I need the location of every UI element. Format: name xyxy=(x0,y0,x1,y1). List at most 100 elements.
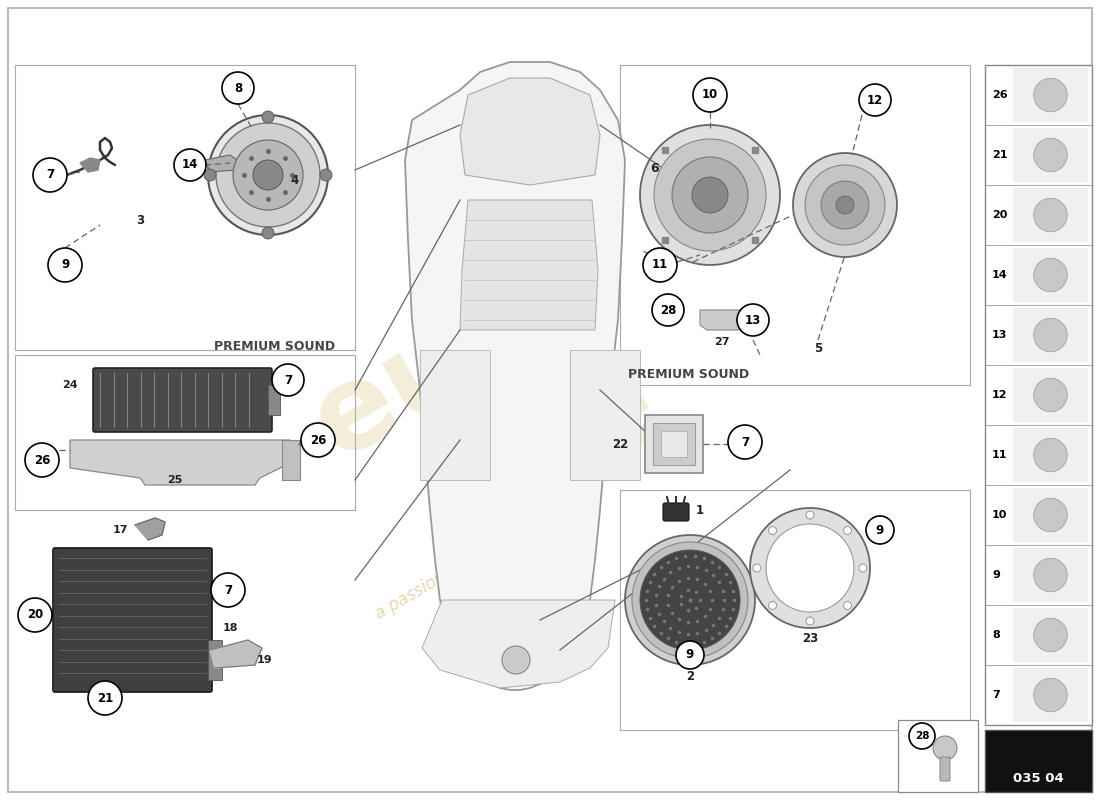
Polygon shape xyxy=(460,200,598,330)
Text: 7: 7 xyxy=(224,583,232,597)
Circle shape xyxy=(866,516,894,544)
Text: 8: 8 xyxy=(234,82,242,94)
FancyBboxPatch shape xyxy=(984,65,1092,725)
Text: 12: 12 xyxy=(867,94,883,106)
FancyBboxPatch shape xyxy=(1013,188,1088,242)
FancyBboxPatch shape xyxy=(940,757,950,781)
Circle shape xyxy=(1034,378,1067,412)
Text: 7: 7 xyxy=(741,435,749,449)
Polygon shape xyxy=(570,350,640,480)
Circle shape xyxy=(632,542,748,658)
FancyBboxPatch shape xyxy=(1013,128,1088,182)
FancyBboxPatch shape xyxy=(1013,308,1088,362)
FancyBboxPatch shape xyxy=(53,548,212,692)
Text: 22: 22 xyxy=(612,438,628,450)
Circle shape xyxy=(1034,198,1067,232)
Text: 4: 4 xyxy=(290,174,299,186)
Text: PREMIUM SOUND: PREMIUM SOUND xyxy=(213,340,336,353)
Text: 17: 17 xyxy=(112,525,128,535)
Circle shape xyxy=(640,550,740,650)
Circle shape xyxy=(262,227,274,239)
Text: 21: 21 xyxy=(992,150,1008,160)
Circle shape xyxy=(174,149,206,181)
FancyBboxPatch shape xyxy=(1013,248,1088,302)
Circle shape xyxy=(262,111,274,123)
Circle shape xyxy=(728,425,762,459)
Text: 10: 10 xyxy=(992,510,1008,520)
Text: 7: 7 xyxy=(992,690,1000,700)
Circle shape xyxy=(859,84,891,116)
Circle shape xyxy=(821,181,869,229)
Polygon shape xyxy=(205,155,240,172)
Text: 035 04: 035 04 xyxy=(1013,772,1064,785)
Circle shape xyxy=(836,196,854,214)
Circle shape xyxy=(48,248,82,282)
Polygon shape xyxy=(135,518,165,540)
Text: 9: 9 xyxy=(992,570,1000,580)
Text: 23: 23 xyxy=(802,631,818,645)
Circle shape xyxy=(1034,438,1067,472)
Circle shape xyxy=(844,526,851,534)
Text: 9: 9 xyxy=(686,649,694,662)
Circle shape xyxy=(737,304,769,336)
FancyBboxPatch shape xyxy=(8,8,1092,792)
Circle shape xyxy=(625,535,755,665)
Text: 9: 9 xyxy=(60,258,69,271)
Circle shape xyxy=(1034,258,1067,292)
Text: 28: 28 xyxy=(915,731,930,741)
Circle shape xyxy=(301,423,336,457)
Circle shape xyxy=(672,157,748,233)
FancyBboxPatch shape xyxy=(94,368,272,432)
Circle shape xyxy=(859,564,867,572)
FancyBboxPatch shape xyxy=(661,431,688,457)
Polygon shape xyxy=(700,310,745,330)
Polygon shape xyxy=(420,350,490,480)
Polygon shape xyxy=(70,440,290,485)
Circle shape xyxy=(1034,558,1067,592)
Circle shape xyxy=(652,294,684,326)
Text: 26: 26 xyxy=(992,90,1008,100)
Text: 21: 21 xyxy=(97,691,113,705)
FancyBboxPatch shape xyxy=(663,503,689,521)
Text: 8: 8 xyxy=(992,630,1000,640)
Polygon shape xyxy=(210,640,262,668)
Text: 3: 3 xyxy=(136,214,144,226)
Circle shape xyxy=(806,617,814,625)
Circle shape xyxy=(33,158,67,192)
FancyBboxPatch shape xyxy=(282,440,300,480)
Circle shape xyxy=(1034,618,1067,652)
Text: 2: 2 xyxy=(686,670,694,682)
Polygon shape xyxy=(80,158,100,172)
Circle shape xyxy=(766,524,854,612)
Text: 14: 14 xyxy=(182,158,198,171)
Circle shape xyxy=(1034,498,1067,532)
Text: PREMIUM SOUND: PREMIUM SOUND xyxy=(628,368,749,381)
Text: 18: 18 xyxy=(222,623,238,633)
FancyBboxPatch shape xyxy=(1013,428,1088,482)
Text: 13: 13 xyxy=(745,314,761,326)
Circle shape xyxy=(1034,78,1067,112)
Text: 10: 10 xyxy=(702,89,718,102)
Text: 27: 27 xyxy=(714,337,729,347)
Circle shape xyxy=(204,169,216,181)
Text: 28: 28 xyxy=(660,303,676,317)
Circle shape xyxy=(272,364,304,396)
Circle shape xyxy=(644,248,676,282)
Text: 20: 20 xyxy=(992,210,1008,220)
Circle shape xyxy=(676,641,704,669)
FancyBboxPatch shape xyxy=(898,720,978,792)
Circle shape xyxy=(909,723,935,749)
Text: 26: 26 xyxy=(310,434,327,446)
Circle shape xyxy=(692,177,728,213)
Text: a passion for parts...since 1985: a passion for parts...since 1985 xyxy=(372,477,607,623)
FancyBboxPatch shape xyxy=(1013,608,1088,662)
Circle shape xyxy=(25,443,59,477)
FancyBboxPatch shape xyxy=(1013,548,1088,602)
FancyBboxPatch shape xyxy=(1013,488,1088,542)
Text: 9: 9 xyxy=(876,523,884,537)
Text: eurot
que: eurot que xyxy=(293,202,728,598)
Text: 1: 1 xyxy=(696,503,704,517)
Circle shape xyxy=(640,125,780,265)
Circle shape xyxy=(769,526,777,534)
Circle shape xyxy=(502,646,530,674)
